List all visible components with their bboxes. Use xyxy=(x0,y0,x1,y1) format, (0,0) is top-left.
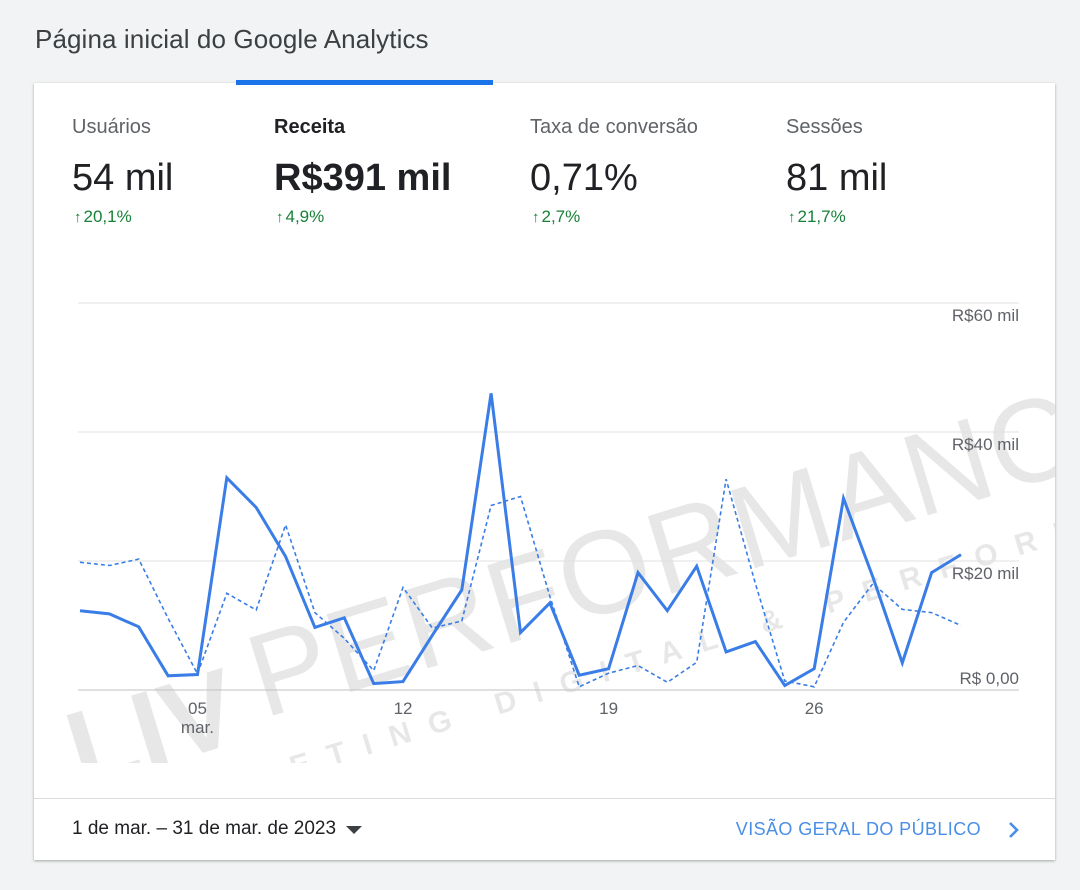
metric-delta-value: 21,7% xyxy=(797,207,846,226)
chevron-right-icon xyxy=(1009,821,1019,838)
x-tick-label: 05 xyxy=(188,699,207,718)
page-title: Página inicial do Google Analytics xyxy=(35,24,429,54)
date-range-label: 1 de mar. – 31 de mar. de 2023 xyxy=(72,818,337,839)
series-line-previous-period xyxy=(79,478,962,688)
metric-label: Receita xyxy=(274,116,346,138)
active-tab-indicator xyxy=(236,80,493,85)
x-tick-label: 12 xyxy=(394,699,413,718)
metric-delta: ↑ 2,7% xyxy=(532,207,580,227)
metric-value: 54 mil xyxy=(72,157,174,199)
x-tick-label: 19 xyxy=(599,699,618,718)
caret-down-icon xyxy=(346,826,363,834)
metric-label: Sessões xyxy=(786,116,863,138)
analytics-card: Usuários 54 mil ↑ 20,1% Receita R$391 mi… xyxy=(34,80,1055,860)
audience-overview-link[interactable]: VISÃO GERAL DO PÚBLICO xyxy=(736,819,1021,840)
metric-delta: ↑ 20,1% xyxy=(74,207,132,227)
metric-value: R$391 mil xyxy=(274,157,452,199)
y-tick-label: R$60 mil xyxy=(952,306,1019,325)
metric-delta: ↑ 4,9% xyxy=(276,207,324,227)
audience-overview-label: VISÃO GERAL DO PÚBLICO xyxy=(735,819,981,839)
y-tick-label: R$20 mil xyxy=(952,564,1019,583)
metric-tab-receita[interactable]: Receita R$391 mil ↑ 4,9% xyxy=(274,83,494,243)
footer-divider xyxy=(34,798,1055,799)
arrow-up-icon: ↑ xyxy=(276,208,284,226)
metric-label: Usuários xyxy=(72,116,151,138)
metric-delta-value: 20,1% xyxy=(83,207,132,226)
arrow-up-icon: ↑ xyxy=(74,208,82,226)
y-tick-label: R$40 mil xyxy=(952,435,1019,454)
y-tick-label: R$ 0,00 xyxy=(959,669,1019,688)
metric-tab-sessoes[interactable]: Sessões 81 mil ↑ 21,7% xyxy=(786,83,986,243)
x-tick-sublabel: mar. xyxy=(181,718,214,737)
series-line-current-period xyxy=(79,393,962,688)
revenue-chart[interactable]: LIV PERFORMANCE MARKETING DIGITAL & PERF… xyxy=(34,283,1055,763)
metric-delta-value: 2,7% xyxy=(541,207,581,226)
metric-value: 81 mil xyxy=(786,157,888,199)
metric-tab-usuarios[interactable]: Usuários 54 mil ↑ 20,1% xyxy=(72,83,242,243)
arrow-up-icon: ↑ xyxy=(788,208,796,226)
metric-value: 0,71% xyxy=(530,157,638,199)
metric-delta-value: 4,9% xyxy=(285,207,325,226)
metric-label: Taxa de conversão xyxy=(530,116,698,138)
metric-delta: ↑ 21,7% xyxy=(788,207,846,227)
date-range-selector[interactable]: 1 de mar. – 31 de mar. de 2023 xyxy=(72,818,363,840)
x-tick-label: 26 xyxy=(805,699,824,718)
arrow-up-icon: ↑ xyxy=(532,208,540,226)
metric-tab-taxa-de-conversao[interactable]: Taxa de conversão 0,71% ↑ 2,7% xyxy=(530,83,750,243)
